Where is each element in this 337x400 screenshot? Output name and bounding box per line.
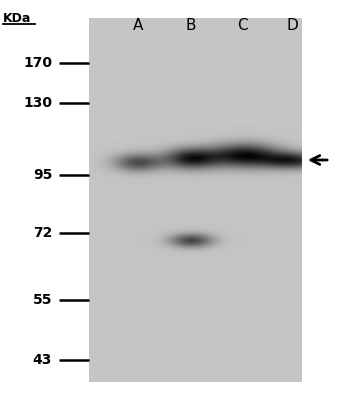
Text: C: C: [237, 18, 247, 33]
Text: 130: 130: [23, 96, 52, 110]
Text: KDa: KDa: [3, 12, 32, 25]
Text: B: B: [186, 18, 196, 33]
Text: 170: 170: [23, 56, 52, 70]
Text: 55: 55: [33, 293, 52, 307]
Text: D: D: [286, 18, 298, 33]
Text: 95: 95: [33, 168, 52, 182]
Text: 72: 72: [33, 226, 52, 240]
Text: 43: 43: [33, 353, 52, 367]
Text: A: A: [133, 18, 143, 33]
